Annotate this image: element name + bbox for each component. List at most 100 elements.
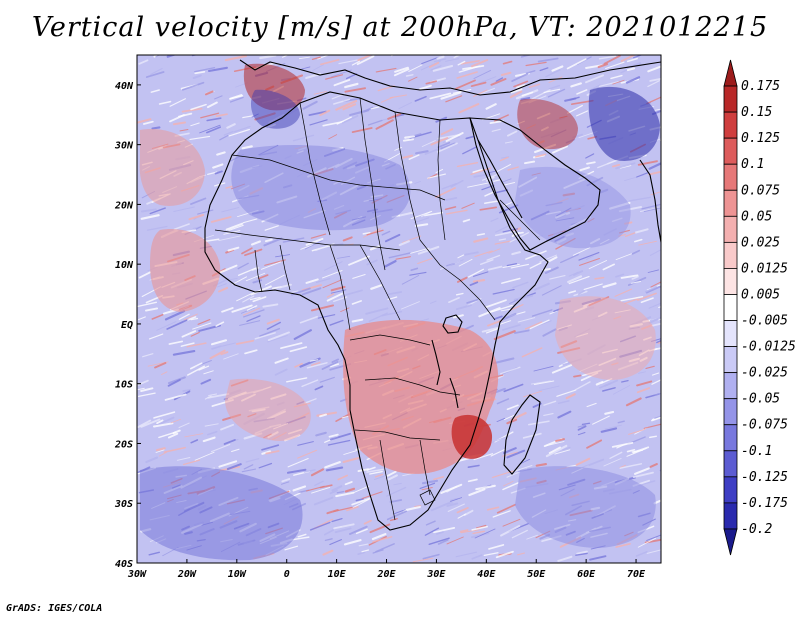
velocity-streak [414, 95, 427, 102]
colorbar-bottom-arrow [723, 528, 738, 556]
colorbar-swatch [723, 189, 738, 217]
velocity-streak [496, 398, 510, 405]
border-line [419, 239, 496, 321]
velocity-streak [585, 255, 594, 261]
velocity-streak [509, 90, 523, 99]
velocity-streak [298, 56, 310, 60]
velocity-streak [170, 418, 182, 424]
velocity-streak [242, 295, 255, 303]
velocity-streak [358, 543, 369, 547]
velocity-streak [637, 537, 657, 548]
velocity-streak [300, 244, 314, 250]
velocity-streak [455, 292, 464, 296]
velocity-streak [576, 550, 588, 555]
velocity-streak [656, 339, 661, 344]
velocity-streak [472, 168, 483, 174]
velocity-streak [190, 317, 199, 321]
velocity-streak [486, 254, 501, 261]
velocity-streak [338, 59, 360, 65]
velocity-streak [190, 331, 200, 337]
velocity-streak [619, 464, 626, 469]
velocity-streak [320, 58, 340, 66]
velocity-streak [203, 238, 220, 243]
velocity-streak [626, 57, 638, 63]
border-line [437, 119, 446, 241]
velocity-streak [311, 361, 321, 366]
velocity-streak [586, 439, 603, 449]
velocity-streak [526, 534, 539, 540]
velocity-streak [498, 238, 507, 241]
velocity-streak [235, 339, 255, 345]
velocity-streak [659, 530, 661, 532]
velocity-streak [545, 441, 565, 447]
velocity-streak [186, 342, 207, 348]
velocity-streak [634, 228, 649, 234]
velocity-streak [351, 497, 372, 506]
velocity-streak [138, 59, 149, 65]
velocity-streak [274, 368, 288, 376]
border-line [349, 334, 431, 346]
velocity-streak [309, 359, 319, 362]
velocity-streak [361, 491, 383, 500]
velocity-streak [637, 292, 657, 301]
y-tick-label: 10S [115, 380, 133, 391]
velocity-streak [567, 104, 583, 114]
velocity-streak [498, 320, 512, 325]
velocity-streak [200, 378, 212, 385]
velocity-streak [369, 470, 383, 475]
velocity-streak [167, 378, 181, 387]
velocity-streak [441, 182, 457, 190]
velocity-streak [529, 262, 542, 269]
velocity-streak [344, 87, 367, 93]
velocity-streak [233, 125, 251, 133]
velocity-streak [244, 248, 263, 257]
velocity-streak [414, 223, 429, 227]
velocity-streak [206, 430, 218, 436]
velocity-streak [494, 189, 509, 194]
velocity-streak [254, 332, 276, 340]
border-line [214, 229, 401, 251]
velocity-streak [352, 273, 366, 279]
velocity-streak [433, 476, 445, 481]
velocity-streak [479, 259, 494, 266]
velocity-streak [602, 282, 617, 288]
velocity-streak [156, 419, 164, 425]
colorbar-swatch [723, 85, 738, 113]
velocity-streak [429, 92, 452, 100]
velocity-streak [212, 163, 224, 169]
velocity-streak [219, 264, 238, 274]
velocity-streak [351, 300, 363, 305]
velocity-streak [493, 178, 502, 182]
velocity-streak [340, 307, 350, 313]
velocity-streak [410, 247, 430, 254]
velocity-streak [615, 162, 636, 170]
velocity-streak [321, 361, 339, 370]
colorbar-level-label: -0.075 [741, 418, 788, 433]
velocity-streak [467, 182, 489, 188]
velocity-streak [547, 88, 566, 98]
velocity-streak [224, 55, 247, 62]
velocity-streak [317, 55, 330, 60]
velocity-streak [502, 324, 521, 331]
velocity-streak [525, 250, 547, 260]
velocity-streak [381, 230, 391, 236]
velocity-streak [627, 276, 647, 286]
velocity-streak [474, 528, 496, 539]
velocity-streak [214, 95, 223, 100]
mixed-band-mediterranean [243, 63, 305, 111]
velocity-streak [646, 549, 661, 554]
velocity-streak [408, 76, 418, 82]
velocity-streak [435, 187, 456, 198]
velocity-streak [330, 289, 347, 294]
velocity-streak [263, 237, 283, 247]
velocity-streak [624, 232, 636, 238]
velocity-streak [507, 166, 519, 171]
velocity-streak [517, 317, 536, 323]
velocity-streak [433, 58, 447, 63]
velocity-streak [520, 55, 533, 58]
velocity-streak [145, 456, 158, 464]
velocity-streak [375, 543, 395, 553]
velocity-streak [184, 313, 198, 321]
velocity-streak [502, 263, 520, 269]
y-tick-label: 30N [114, 141, 134, 152]
